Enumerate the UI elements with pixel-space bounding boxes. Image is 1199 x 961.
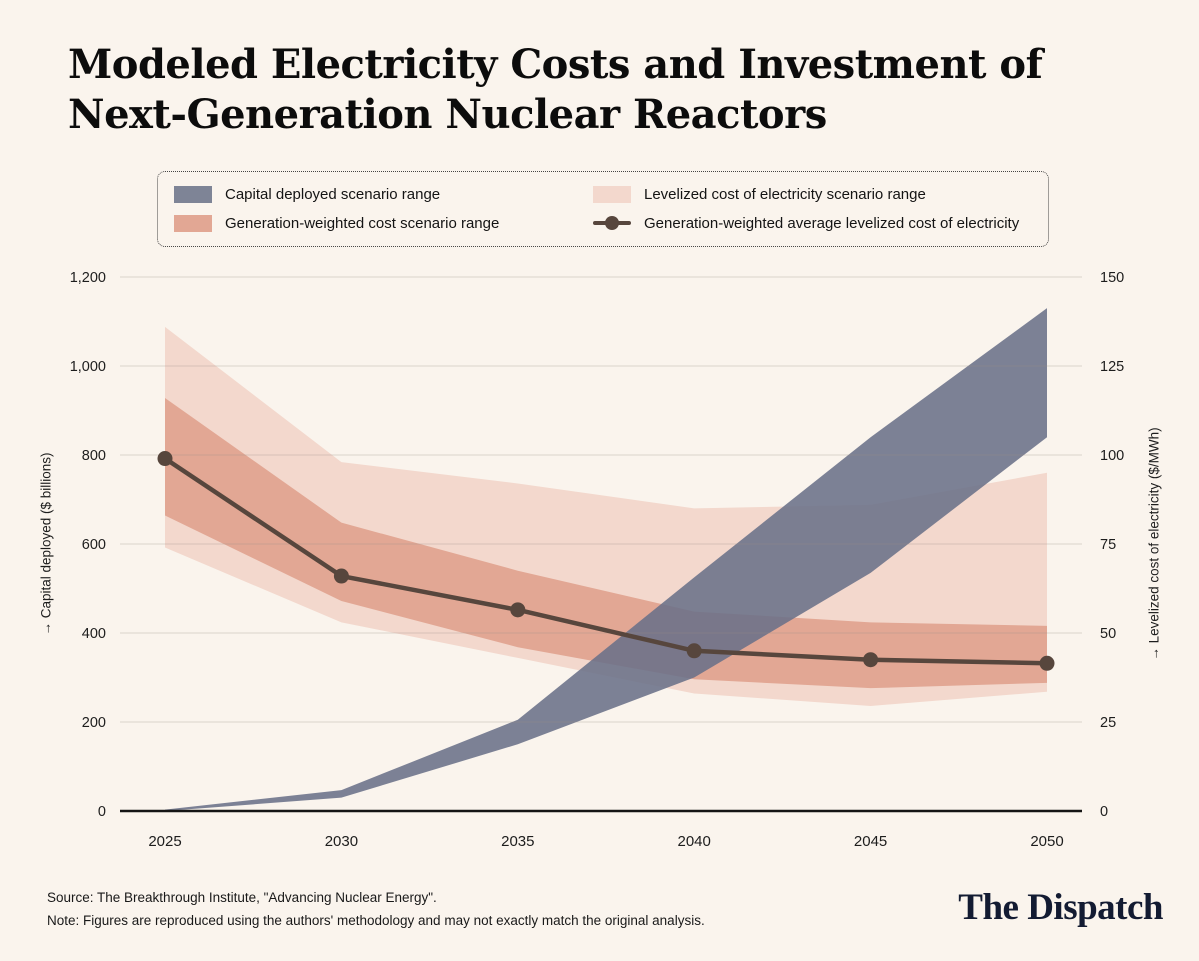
legend-label: Levelized cost of electricity scenario r… xyxy=(644,186,926,204)
footer-notes: Source: The Breakthrough Institute, "Adv… xyxy=(47,886,705,932)
page-title-line1: Modeled Electricity Costs and Investment… xyxy=(68,41,1043,88)
average-lcoe-point xyxy=(157,451,173,467)
legend-item-lcoe-range: Levelized cost of electricity scenario r… xyxy=(593,186,1032,204)
page-title: Modeled Electricity Costs and Investment… xyxy=(68,40,1043,141)
left-axis-tick: 400 xyxy=(82,626,106,642)
average-lcoe-point xyxy=(510,602,526,618)
average-lcoe-point xyxy=(1039,655,1055,671)
right-axis-title: → Levelized cost of electricity ($/MWh) xyxy=(1146,427,1162,661)
average-line-marker-icon xyxy=(593,215,631,232)
average-lcoe-point xyxy=(333,568,349,584)
gencost-band-swatch xyxy=(174,214,212,232)
source-note: Source: The Breakthrough Institute, "Adv… xyxy=(47,890,437,905)
methodology-note: Note: Figures are reproduced using the a… xyxy=(47,913,705,929)
legend-item-capital-range: Capital deployed scenario range xyxy=(174,186,593,204)
x-axis-tick: 2025 xyxy=(148,833,181,850)
average-lcoe-point xyxy=(863,652,879,668)
x-axis-tick: 2030 xyxy=(325,833,358,850)
x-axis-tick: 2050 xyxy=(1030,833,1063,850)
chart-legend: Capital deployed scenario range Levelize… xyxy=(157,171,1049,247)
left-axis-tick: 600 xyxy=(82,537,106,553)
x-axis-tick: 2035 xyxy=(501,833,534,850)
legend-label: Capital deployed scenario range xyxy=(225,186,441,204)
right-axis-tick: 125 xyxy=(1100,359,1124,375)
legend-item-gencost-range: Generation-weighted cost scenario range xyxy=(174,214,593,232)
left-axis-tick: 1,000 xyxy=(70,359,106,375)
right-axis-tick: 50 xyxy=(1100,626,1116,642)
right-axis-tick: 0 xyxy=(1100,804,1108,820)
left-axis-tick: 800 xyxy=(82,448,106,464)
x-axis-tick: 2040 xyxy=(678,833,711,850)
capital-band-swatch xyxy=(174,186,212,204)
left-axis-title: → Capital deployed ($ billions) xyxy=(38,452,54,636)
right-axis-tick: 100 xyxy=(1100,448,1124,464)
right-axis-tick: 25 xyxy=(1100,715,1116,731)
left-axis-tick: 200 xyxy=(82,715,106,731)
x-axis-tick: 2045 xyxy=(854,833,887,850)
legend-item-average-line: Generation-weighted average levelized co… xyxy=(593,215,1032,232)
lcoe-band-swatch xyxy=(593,186,631,204)
average-lcoe-line xyxy=(162,456,1050,666)
brand-logo: The Dispatch xyxy=(958,887,1163,928)
right-axis-tick: 75 xyxy=(1100,537,1116,553)
average-lcoe-point xyxy=(686,643,702,659)
right-axis-tick: 150 xyxy=(1100,270,1124,286)
legend-label: Generation-weighted average levelized co… xyxy=(644,214,1020,232)
left-axis-tick: 0 xyxy=(98,804,106,820)
legend-label: Generation-weighted cost scenario range xyxy=(225,214,500,232)
page-title-line2: Next-Generation Nuclear Reactors xyxy=(68,91,827,139)
left-axis-tick: 1,200 xyxy=(70,270,106,286)
band-0 xyxy=(165,308,1047,811)
